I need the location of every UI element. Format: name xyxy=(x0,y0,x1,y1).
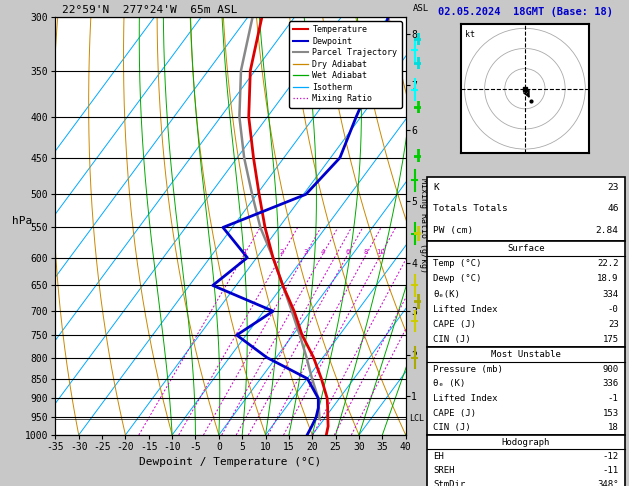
Text: 18: 18 xyxy=(608,423,619,432)
Legend: Temperature, Dewpoint, Parcel Trajectory, Dry Adiabat, Wet Adiabat, Isotherm, Mi: Temperature, Dewpoint, Parcel Trajectory… xyxy=(289,21,401,107)
Text: CAPE (J): CAPE (J) xyxy=(433,409,476,417)
Text: Most Unstable: Most Unstable xyxy=(491,350,561,359)
Text: 1: 1 xyxy=(242,249,247,255)
Text: 2.84: 2.84 xyxy=(596,226,619,235)
Text: CIN (J): CIN (J) xyxy=(433,423,470,432)
Text: -1: -1 xyxy=(608,394,619,403)
Text: PW (cm): PW (cm) xyxy=(433,226,473,235)
Y-axis label: hPa: hPa xyxy=(12,216,32,226)
Text: Dewp (°C): Dewp (°C) xyxy=(433,274,481,283)
Text: SREH: SREH xyxy=(433,466,455,475)
Text: 18.9: 18.9 xyxy=(597,274,619,283)
Text: LCL: LCL xyxy=(409,415,424,423)
Text: 22.2: 22.2 xyxy=(597,259,619,268)
Text: StmDir: StmDir xyxy=(433,480,465,486)
X-axis label: Dewpoint / Temperature (°C): Dewpoint / Temperature (°C) xyxy=(140,457,321,468)
Text: CIN (J): CIN (J) xyxy=(433,335,470,345)
Text: -12: -12 xyxy=(603,451,619,461)
Text: -11: -11 xyxy=(603,466,619,475)
Text: 175: 175 xyxy=(603,335,619,345)
Text: 334: 334 xyxy=(603,290,619,298)
Text: CAPE (J): CAPE (J) xyxy=(433,320,476,329)
Text: 3: 3 xyxy=(303,249,308,255)
Text: 22°59'N  277°24'W  65m ASL: 22°59'N 277°24'W 65m ASL xyxy=(62,5,238,15)
Text: 23: 23 xyxy=(607,183,619,192)
Text: K: K xyxy=(433,183,439,192)
Text: 336: 336 xyxy=(603,380,619,388)
Text: 8: 8 xyxy=(364,249,369,255)
Text: 348°: 348° xyxy=(597,480,619,486)
Text: -0: -0 xyxy=(608,305,619,314)
Text: Lifted Index: Lifted Index xyxy=(433,305,498,314)
Text: Pressure (mb): Pressure (mb) xyxy=(433,365,503,374)
Text: θₑ (K): θₑ (K) xyxy=(433,380,465,388)
Text: kt: kt xyxy=(465,30,474,39)
Text: Lifted Index: Lifted Index xyxy=(433,394,498,403)
Text: Temp (°C): Temp (°C) xyxy=(433,259,481,268)
Text: Surface: Surface xyxy=(507,243,545,253)
Text: 153: 153 xyxy=(603,409,619,417)
Text: θₑ(K): θₑ(K) xyxy=(433,290,460,298)
Text: 6: 6 xyxy=(345,249,350,255)
Y-axis label: Mixing Ratio (g/kg): Mixing Ratio (g/kg) xyxy=(420,178,428,274)
Text: km
ASL: km ASL xyxy=(413,0,429,13)
Text: 900: 900 xyxy=(603,365,619,374)
Text: Hodograph: Hodograph xyxy=(502,437,550,447)
Text: EH: EH xyxy=(433,451,443,461)
Text: 4: 4 xyxy=(320,249,325,255)
Text: 23: 23 xyxy=(608,320,619,329)
Text: Totals Totals: Totals Totals xyxy=(433,205,508,213)
Text: 02.05.2024  18GMT (Base: 18): 02.05.2024 18GMT (Base: 18) xyxy=(438,7,613,17)
Text: 46: 46 xyxy=(607,205,619,213)
Text: 10: 10 xyxy=(376,249,385,255)
Text: 2: 2 xyxy=(280,249,284,255)
